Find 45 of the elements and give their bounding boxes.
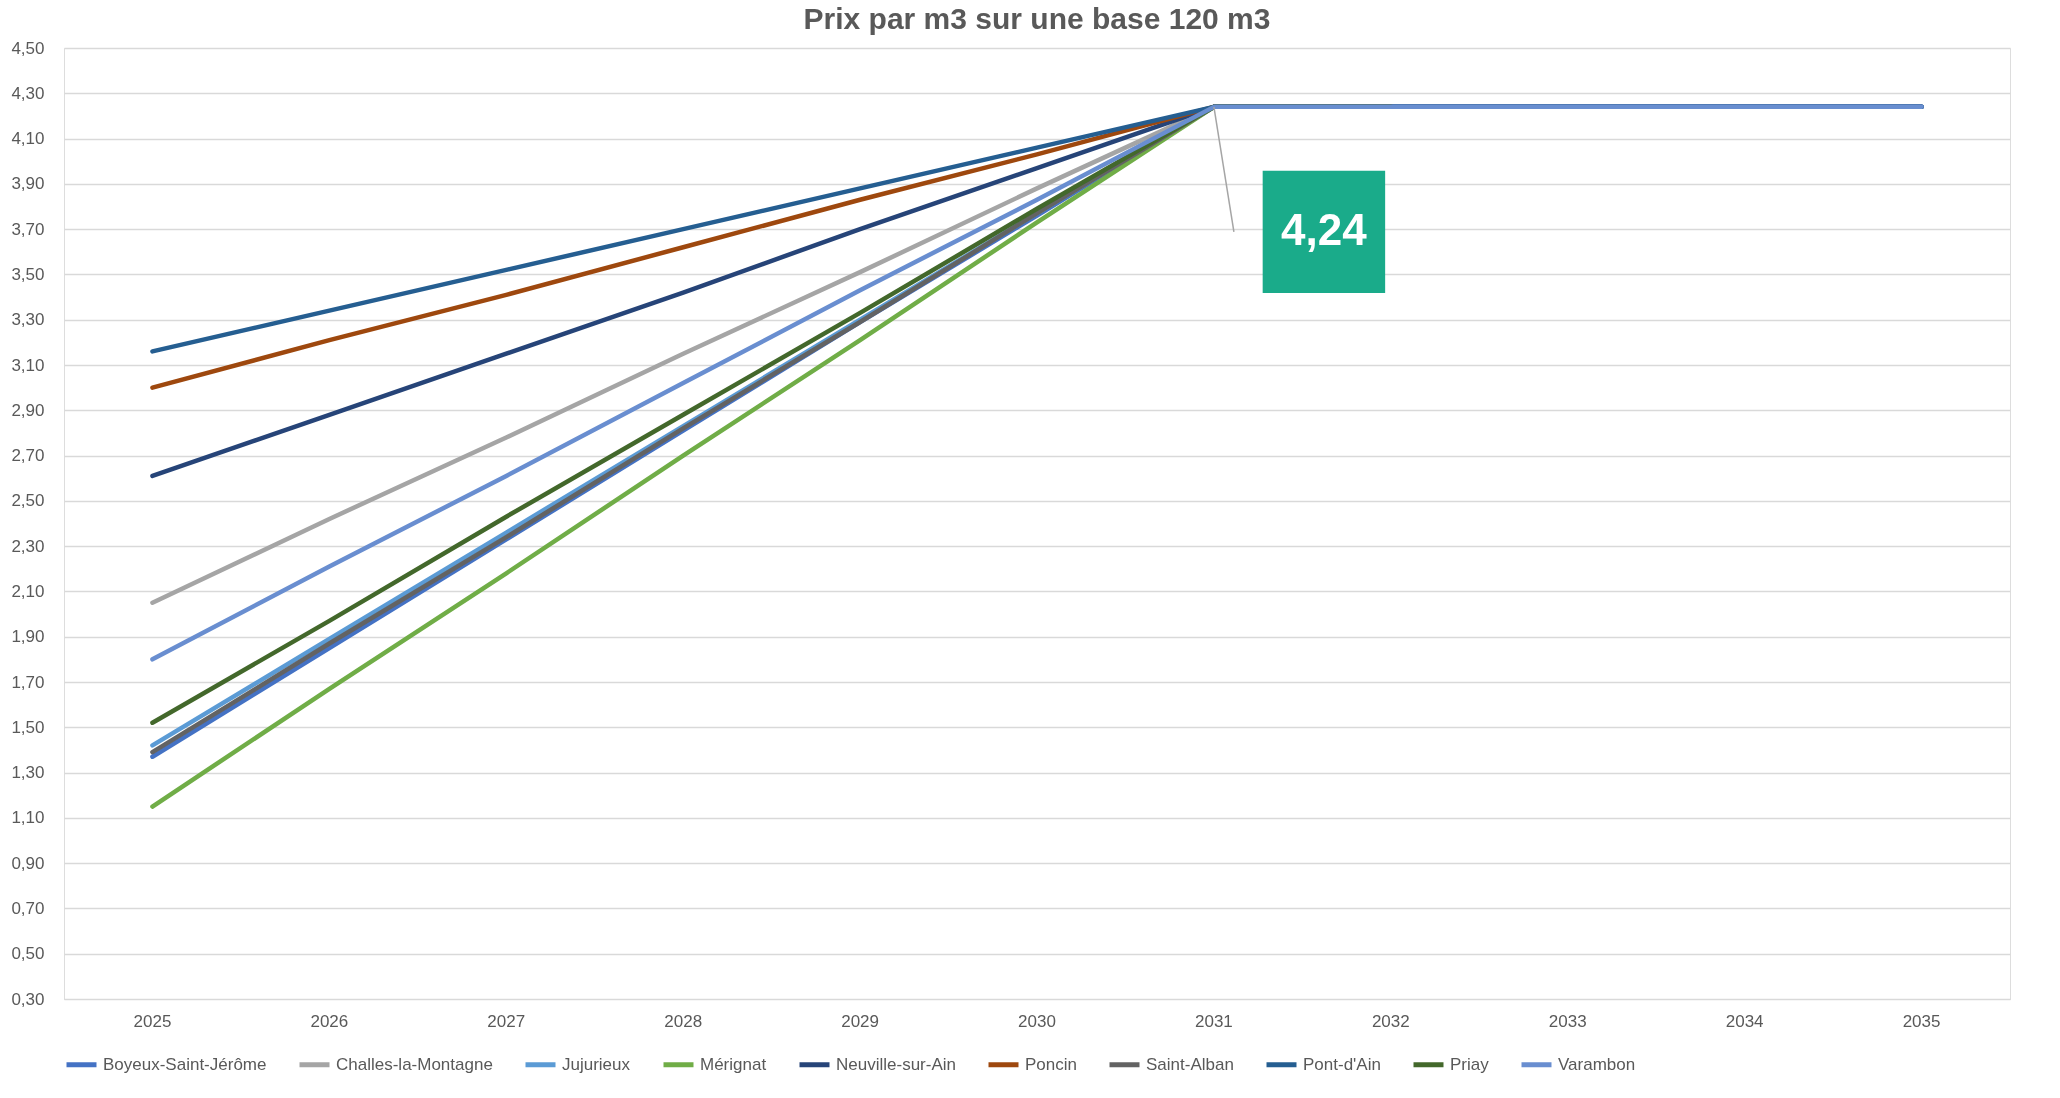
y-tick-label: 2,30: [11, 536, 45, 556]
legend-label: Jujurieux: [562, 1054, 631, 1074]
y-tick-label: 1,50: [11, 717, 45, 737]
legend-label: Varambon: [1558, 1054, 1636, 1074]
y-tick-label: 3,10: [11, 355, 45, 375]
legend-label: Challes-la-Montagne: [336, 1054, 493, 1074]
y-tick-label: 3,50: [11, 264, 45, 284]
x-tick-label: 2028: [664, 1011, 703, 1031]
x-tick-label: 2029: [841, 1011, 879, 1031]
y-tick-label: 3,30: [11, 310, 45, 330]
x-tick-label: 2025: [133, 1011, 172, 1031]
y-tick-label: 2,90: [11, 400, 45, 420]
x-tick-label: 2033: [1548, 1011, 1587, 1031]
y-tick-label: 2,50: [11, 491, 45, 511]
y-tick-label: 1,70: [11, 672, 45, 692]
y-tick-label: 2,10: [11, 581, 45, 601]
y-tick-label: 1,30: [11, 763, 45, 783]
x-tick-label: 2026: [310, 1011, 349, 1031]
legend-label: Poncin: [1025, 1054, 1077, 1074]
chart-title: Prix par m3 sur une base 120 m3: [803, 2, 1271, 35]
y-tick-label: 2,70: [11, 446, 45, 466]
y-tick-label: 1,10: [11, 808, 45, 828]
legend-label: Priay: [1450, 1054, 1490, 1074]
y-tick-label: 3,70: [11, 219, 45, 239]
y-tick-label: 0,50: [11, 944, 45, 964]
legend-label: Mérignat: [700, 1054, 767, 1074]
legend-label: Boyeux-Saint-Jérôme: [103, 1054, 267, 1074]
y-tick-label: 4,50: [11, 38, 45, 58]
y-tick-label: 0,90: [11, 853, 45, 873]
legend-label: Saint-Alban: [1146, 1054, 1234, 1074]
y-tick-label: 1,90: [11, 627, 45, 647]
legend-label: Pont-d'Ain: [1303, 1054, 1381, 1074]
y-tick-label: 4,30: [11, 83, 45, 103]
x-tick-label: 2030: [1018, 1011, 1056, 1031]
x-tick-label: 2027: [487, 1011, 526, 1031]
x-tick-label: 2035: [1902, 1011, 1941, 1031]
x-tick-label: 2034: [1725, 1011, 1764, 1031]
y-tick-label: 3,90: [11, 174, 45, 194]
y-tick-label: 0,30: [11, 989, 45, 1009]
annotation: 4,24: [1281, 204, 1368, 254]
y-tick-label: 4,10: [11, 129, 45, 149]
legend-label: Neuville-sur-Ain: [836, 1054, 956, 1074]
y-tick-label: 0,70: [11, 898, 45, 918]
x-tick-label: 2032: [1371, 1011, 1410, 1031]
x-tick-label: 2031: [1194, 1011, 1233, 1031]
